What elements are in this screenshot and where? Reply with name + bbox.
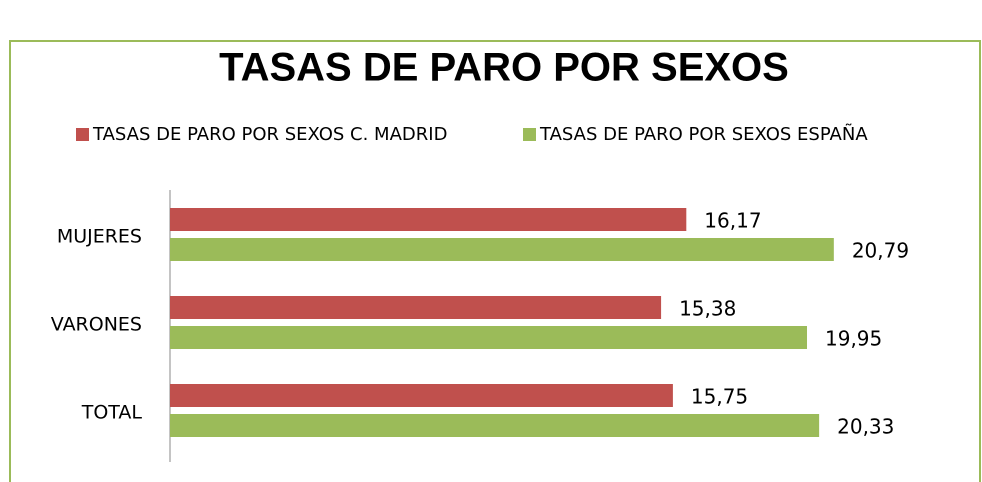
y-tick-label: TOTAL bbox=[81, 402, 143, 424]
chart-title: TASAS DE PARO POR SEXOS bbox=[219, 46, 789, 90]
legend-swatch bbox=[76, 128, 89, 141]
bar bbox=[170, 296, 662, 319]
bar bbox=[170, 384, 673, 407]
bar bbox=[170, 208, 687, 231]
bar bbox=[170, 326, 808, 349]
data-label: 16,17 bbox=[704, 209, 761, 233]
legend-label: TASAS DE PARO POR SEXOS ESPAÑA bbox=[539, 123, 868, 145]
y-tick-label: VARONES bbox=[51, 314, 142, 336]
bar bbox=[170, 414, 820, 437]
y-tick-label: MUJERES bbox=[57, 226, 142, 248]
data-label: 19,95 bbox=[825, 327, 882, 351]
frame bbox=[9, 40, 981, 482]
legend-swatch bbox=[523, 128, 536, 141]
legend-label: TASAS DE PARO POR SEXOS C. MADRID bbox=[92, 124, 447, 145]
data-label: 20,79 bbox=[852, 239, 909, 263]
data-label: 20,33 bbox=[837, 415, 894, 439]
bar bbox=[170, 238, 834, 261]
data-label: 15,75 bbox=[691, 385, 748, 409]
data-label: 15,38 bbox=[679, 297, 736, 321]
